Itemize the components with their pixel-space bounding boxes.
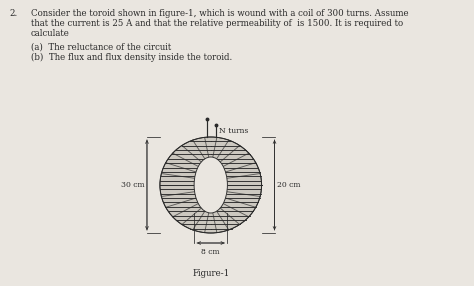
Text: N turns: N turns <box>219 127 248 135</box>
Text: 2.: 2. <box>9 9 18 18</box>
Ellipse shape <box>194 157 228 213</box>
Text: Figure-1: Figure-1 <box>192 269 229 278</box>
Text: 30 cm: 30 cm <box>120 181 144 189</box>
Text: that the current is 25 A and that the relative permeability of  is 1500. It is r: that the current is 25 A and that the re… <box>30 19 402 28</box>
Text: 8 cm: 8 cm <box>201 248 220 256</box>
Text: (b)  The flux and flux density inside the toroid.: (b) The flux and flux density inside the… <box>30 53 232 62</box>
Text: 20 cm: 20 cm <box>277 181 301 189</box>
Ellipse shape <box>160 137 262 233</box>
Text: (a)  The reluctance of the circuit: (a) The reluctance of the circuit <box>30 43 171 52</box>
Text: Consider the toroid shown in figure-1, which is wound with a coil of 300 turns. : Consider the toroid shown in figure-1, w… <box>30 9 408 18</box>
Text: calculate: calculate <box>30 29 69 38</box>
